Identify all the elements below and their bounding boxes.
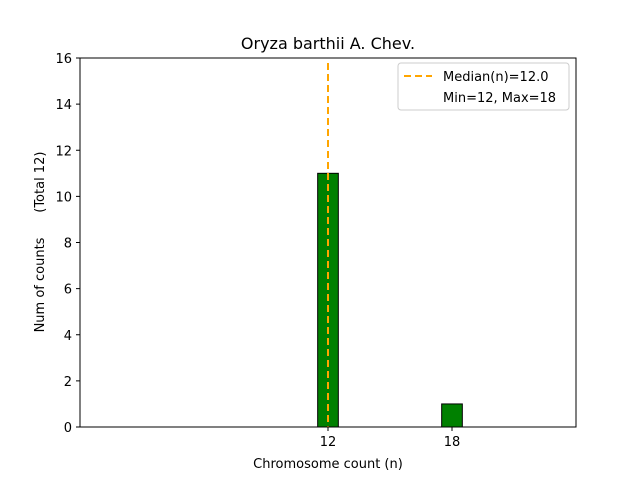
y-tick-label-10: 10 [55,190,72,205]
legend-frame [397,62,570,111]
legend-entry-minmax: Min=12, Max=18 [443,91,556,106]
bar-18 [441,403,463,428]
legend: Median(n)=12.0 Min=12, Max=18 [397,62,570,111]
y-tick-label-4: 4 [64,329,72,344]
y-axis-label: Num of counts (Total 12) [33,152,48,333]
x-tick-label-18: 18 [444,435,461,450]
x-tick-label-12: 12 [320,435,337,450]
y-tick-label-6: 6 [64,283,72,298]
x-axis-label: Chromosome count (n) [253,457,403,472]
y-tick-label-2: 2 [64,375,72,390]
legend-entry-median: Median(n)=12.0 [443,70,549,85]
y-tick-label-16: 16 [55,52,72,67]
y-tick-label-8: 8 [64,237,72,252]
y-tick-label-14: 14 [55,98,72,113]
y-tick-label-0: 0 [64,421,72,436]
y-tick-label-12: 12 [55,144,72,159]
chart-title: Oryza barthii A. Chev. [241,34,415,53]
